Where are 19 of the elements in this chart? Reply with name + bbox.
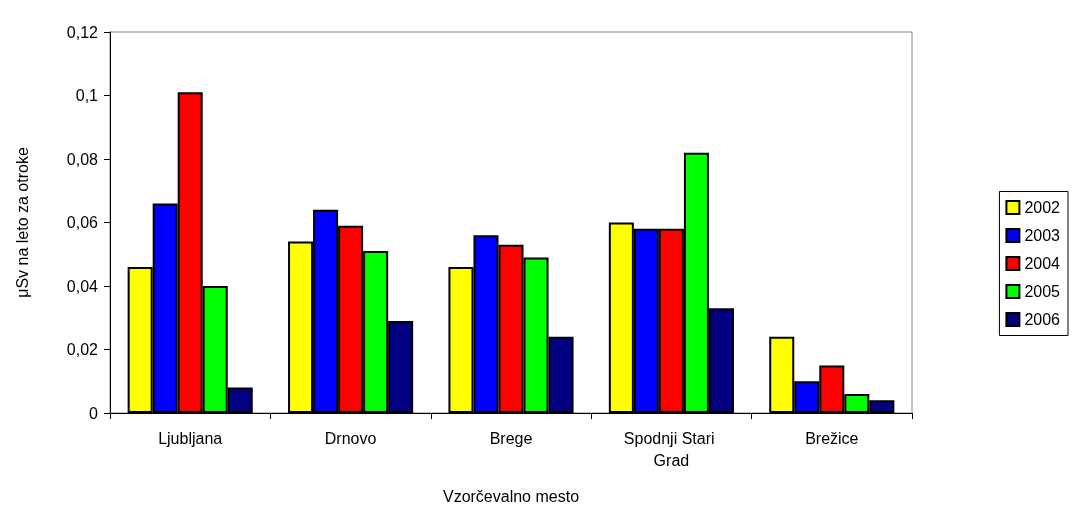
x-axis-title: Vzorčevalno mesto <box>442 487 580 505</box>
x-tick-label: Ljubljana <box>158 429 223 447</box>
legend-label: 2002 <box>1024 199 1061 216</box>
legend-label: 2003 <box>1024 227 1061 244</box>
x-tick-label: Brege <box>489 429 533 447</box>
y-tick-label: 0,12 <box>66 23 99 41</box>
x-tick-label: Spodnji Stari Grad <box>623 429 719 469</box>
y-tick-label: 0,1 <box>75 87 99 104</box>
y-tick-label: 0 <box>89 404 99 422</box>
y-tick-label: 0,06 <box>66 214 99 231</box>
y-tick-label: 0,02 <box>66 341 99 358</box>
y-tick-label: 0,04 <box>66 277 99 295</box>
legend-label: 2006 <box>1024 311 1061 328</box>
x-tick-label: Brežice <box>805 429 859 447</box>
x-tick-label: Drnovo <box>324 429 377 447</box>
legend-label: 2005 <box>1024 283 1061 300</box>
legend-label: 2004 <box>1024 255 1061 272</box>
y-tick-label: 0,08 <box>66 150 99 168</box>
y-axis-title: μSv na leto za otroke <box>13 147 31 298</box>
